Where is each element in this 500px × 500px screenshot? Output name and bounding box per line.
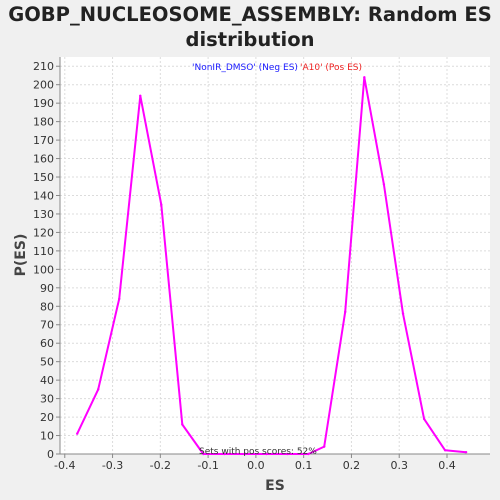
y-tick-label: 50 bbox=[40, 356, 54, 369]
x-tick-label: -0.2 bbox=[150, 459, 171, 472]
es-data-point bbox=[363, 76, 366, 79]
es-data-point bbox=[422, 417, 426, 421]
series-group bbox=[76, 76, 468, 456]
y-tick-label: 110 bbox=[33, 245, 54, 258]
es-data-point bbox=[244, 452, 247, 456]
y-tick-label: 80 bbox=[40, 300, 54, 313]
es-data-point bbox=[139, 94, 142, 97]
es-data-point bbox=[118, 297, 121, 301]
y-tick-label: 60 bbox=[40, 337, 54, 350]
legend-pos-es: 'A10' (Pos ES) bbox=[300, 63, 362, 73]
y-tick-label: 20 bbox=[40, 411, 54, 424]
x-tick-label: 0.1 bbox=[295, 459, 313, 472]
y-tick-label: 140 bbox=[33, 189, 54, 202]
x-tick-label: 0.3 bbox=[390, 459, 408, 472]
y-tick-label: 70 bbox=[40, 319, 54, 332]
es-data-point bbox=[464, 450, 468, 454]
y-tick-label: 10 bbox=[40, 430, 54, 443]
y-tick-label: 180 bbox=[33, 116, 54, 129]
es-data-point bbox=[344, 310, 347, 314]
es-data-point bbox=[443, 449, 447, 452]
y-tick-label: 150 bbox=[33, 171, 54, 184]
x-tick-label: 0.2 bbox=[343, 459, 361, 472]
y-tick-label: 40 bbox=[40, 374, 54, 387]
y-tick-label: 190 bbox=[33, 97, 54, 110]
y-tick-label: 170 bbox=[33, 134, 54, 147]
chart-title: GOBP_NUCLEOSOME_ASSEMBLY: Random ES dist… bbox=[0, 2, 500, 52]
chart-title-line-2: distribution bbox=[185, 28, 315, 51]
y-tick-label: 0 bbox=[47, 448, 54, 461]
y-tick-label: 200 bbox=[33, 79, 54, 92]
es-data-point bbox=[97, 388, 100, 391]
es-data-point bbox=[76, 432, 79, 435]
y-tick-label: 90 bbox=[40, 282, 54, 295]
chart-title-line-1: GOBP_NUCLEOSOME_ASSEMBLY: Random ES bbox=[8, 3, 492, 26]
x-tick-label: -0.3 bbox=[102, 459, 123, 472]
legend-neg-es: 'NonIR_DMSO' (Neg ES) bbox=[192, 63, 298, 73]
es-data-point bbox=[307, 452, 310, 456]
es-data-point bbox=[265, 452, 268, 456]
y-tick-label: 100 bbox=[33, 263, 54, 276]
x-tick-label: 0.0 bbox=[247, 459, 265, 472]
es-data-point bbox=[401, 312, 405, 315]
es-data-point bbox=[382, 183, 386, 186]
es-data-point bbox=[181, 423, 184, 426]
y-tick-label: 210 bbox=[33, 60, 54, 73]
y-axis-label: P(ES) bbox=[13, 234, 29, 277]
y-ticks: 0 10 20 30 40 50 60 70 80 90 100 110 120 130 140 150 160… bbox=[33, 60, 60, 461]
x-tick-label: 0.4 bbox=[438, 459, 456, 472]
es-distribution-line bbox=[76, 76, 467, 455]
es-data-point bbox=[223, 452, 226, 456]
es-data-point bbox=[323, 445, 326, 448]
y-tick-label: 160 bbox=[33, 153, 54, 166]
x-axis-label: ES bbox=[265, 478, 285, 494]
es-data-point bbox=[160, 203, 163, 206]
es-data-point bbox=[202, 452, 205, 456]
pos-scores-annotation: Sets with pos scores: 52% bbox=[199, 447, 317, 457]
y-tick-label: 30 bbox=[40, 393, 54, 406]
y-tick-label: 120 bbox=[33, 226, 54, 239]
x-tick-label: -0.1 bbox=[197, 459, 218, 472]
x-tick-label: -0.4 bbox=[54, 459, 75, 472]
es-data-point bbox=[286, 452, 289, 456]
x-ticks: -0.4 -0.3 -0.2 -0.1 0.0 0.1 0.2 0.3 0.4 bbox=[54, 454, 456, 472]
y-tick-label: 130 bbox=[33, 208, 54, 221]
